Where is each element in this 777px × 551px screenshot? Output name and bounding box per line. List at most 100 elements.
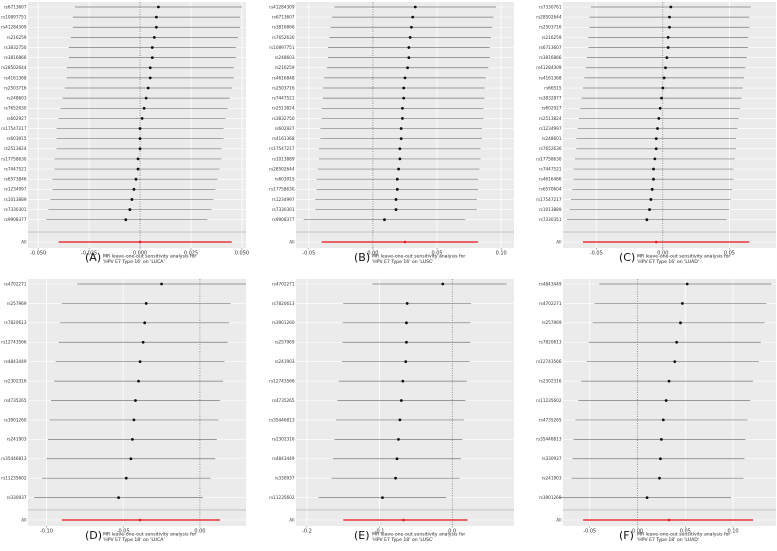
estimate-point: [403, 76, 407, 80]
estimate-point: [160, 282, 163, 286]
estimate-point: [398, 418, 402, 422]
estimate-point: [652, 167, 655, 171]
snp-label: rs7330761: [539, 4, 562, 9]
estimate-point: [394, 476, 397, 480]
snp-label: rs28502644: [269, 166, 295, 171]
snp-label: rs9908377: [4, 217, 27, 222]
snp-label: rs2302316: [539, 378, 562, 383]
caption-line-1: MR leave-one-out sensitivity analysis fo…: [103, 254, 196, 260]
x-tick-label: 0.000: [133, 251, 147, 257]
snp-label: rs41284309: [1, 25, 27, 30]
estimate-point: [395, 457, 399, 461]
estimate-point: [132, 187, 136, 191]
estimate-point: [130, 198, 134, 201]
forest-panel-d: rs4702271 rs257969 rs7820613 rs12743566 rs48…: [1, 279, 246, 543]
panel-caption: (E) MR leave-one-out sensitivity analysis…: [354, 529, 465, 543]
estimate-point: [142, 106, 146, 110]
x-tick-label: -0.05: [583, 529, 596, 535]
estimate-point: [667, 379, 671, 383]
x-tick-label: 0.10: [727, 529, 738, 535]
estimate-point: [138, 127, 142, 130]
snp-label: rs12743566: [269, 378, 295, 383]
plot-background: [563, 279, 776, 526]
panel-letter: (A): [85, 251, 101, 264]
estimate-point: [150, 46, 154, 49]
estimate-point: [657, 117, 661, 120]
snp-label: rs330937: [7, 495, 27, 500]
snp-label: rs11235602: [536, 398, 562, 403]
panel-letter: (C): [619, 251, 635, 264]
estimate-point: [138, 147, 142, 151]
estimate-point: [124, 476, 128, 480]
snp-label: rs9908377: [272, 217, 295, 222]
caption-line-2: 'HPV E7 Type 18' on 'LUAD': [637, 537, 699, 543]
snp-label: rs35446813: [1, 456, 27, 461]
caption-line-2: 'HPV E7 Type 16' on 'LUSC': [372, 259, 433, 265]
snp-label: rs7447521: [4, 166, 27, 171]
estimate-point: [405, 302, 409, 305]
estimate-point: [652, 177, 655, 181]
estimate-point: [148, 76, 152, 80]
snp-label: rs7820613: [4, 320, 27, 325]
x-tick-label: 0.10: [496, 251, 507, 257]
forest-panel-f: rs4843449 rs4702271 rs257969 rs7820613 rs127…: [536, 279, 776, 543]
estimate-point: [402, 96, 406, 100]
x-tick-label: 0.00: [632, 529, 643, 535]
estimate-point: [134, 399, 137, 402]
caption-line-1: MR leave-one-out sensitivity analysis fo…: [372, 532, 465, 538]
estimate-point: [673, 360, 677, 364]
estimate-point: [680, 302, 684, 305]
snp-label: rs7820613: [539, 340, 562, 345]
x-tick-label: -0.05: [117, 529, 130, 535]
snp-label: rs602927: [275, 126, 295, 131]
snp-label: rs6713607: [539, 45, 562, 50]
snp-label: rs216259: [275, 65, 295, 70]
estimate-point: [141, 340, 145, 344]
estimate-point: [395, 177, 399, 181]
snp-label: rs3901260: [539, 495, 562, 500]
estimate-point: [649, 198, 653, 201]
snp-label: rs7652630: [272, 35, 295, 40]
plot-background: [296, 2, 514, 248]
snp-label: rs241903: [7, 437, 27, 442]
all-estimate-point: [403, 240, 407, 244]
estimate-point: [653, 157, 657, 161]
x-tick-label: -0.050: [30, 251, 46, 257]
estimate-point: [407, 56, 411, 60]
estimate-point: [137, 379, 140, 383]
all-estimate-point: [138, 240, 142, 244]
all-estimate-point: [402, 518, 405, 522]
snp-label: rs1234997: [272, 197, 295, 202]
estimate-point: [397, 167, 400, 171]
x-tick-label: -0.05: [590, 251, 603, 257]
forest-panel-b: rs41284309 rs6713607 rs3816866 rs7652630 rs1…: [269, 2, 514, 265]
snp-label: rs6713607: [272, 15, 295, 20]
estimate-point: [154, 25, 158, 29]
snp-label: rs17758630: [1, 156, 27, 161]
estimate-point: [665, 56, 669, 60]
estimate-point: [136, 167, 140, 171]
snp-label: rs602927: [7, 116, 27, 121]
snp-label: rs2302316: [272, 437, 295, 442]
estimate-point: [654, 147, 658, 151]
snp-label: rs4843449: [272, 456, 295, 461]
caption-line-2: 'HPV E7 Type 18' on 'LUSC': [372, 537, 433, 543]
caption-line-1: MR leave-one-out sensitivity analysis fo…: [637, 254, 730, 260]
estimate-point: [146, 86, 150, 90]
snp-label: rs41284309: [536, 65, 562, 70]
estimate-point: [383, 218, 386, 222]
estimate-point: [138, 360, 142, 364]
estimate-point: [150, 56, 154, 60]
all-label: All: [21, 517, 26, 522]
snp-label: rs17547217: [536, 197, 562, 202]
estimate-point: [675, 340, 679, 344]
snp-label: rs3832877: [539, 96, 562, 101]
estimate-point: [381, 496, 384, 499]
estimate-point: [128, 208, 132, 211]
snp-label: rs10897751: [269, 45, 295, 50]
estimate-point: [130, 437, 134, 441]
snp-label: rs17758630: [269, 187, 295, 192]
snp-label: rs7447521: [539, 166, 562, 171]
estimate-point: [129, 457, 133, 461]
snp-label: rs3832750: [272, 116, 295, 121]
